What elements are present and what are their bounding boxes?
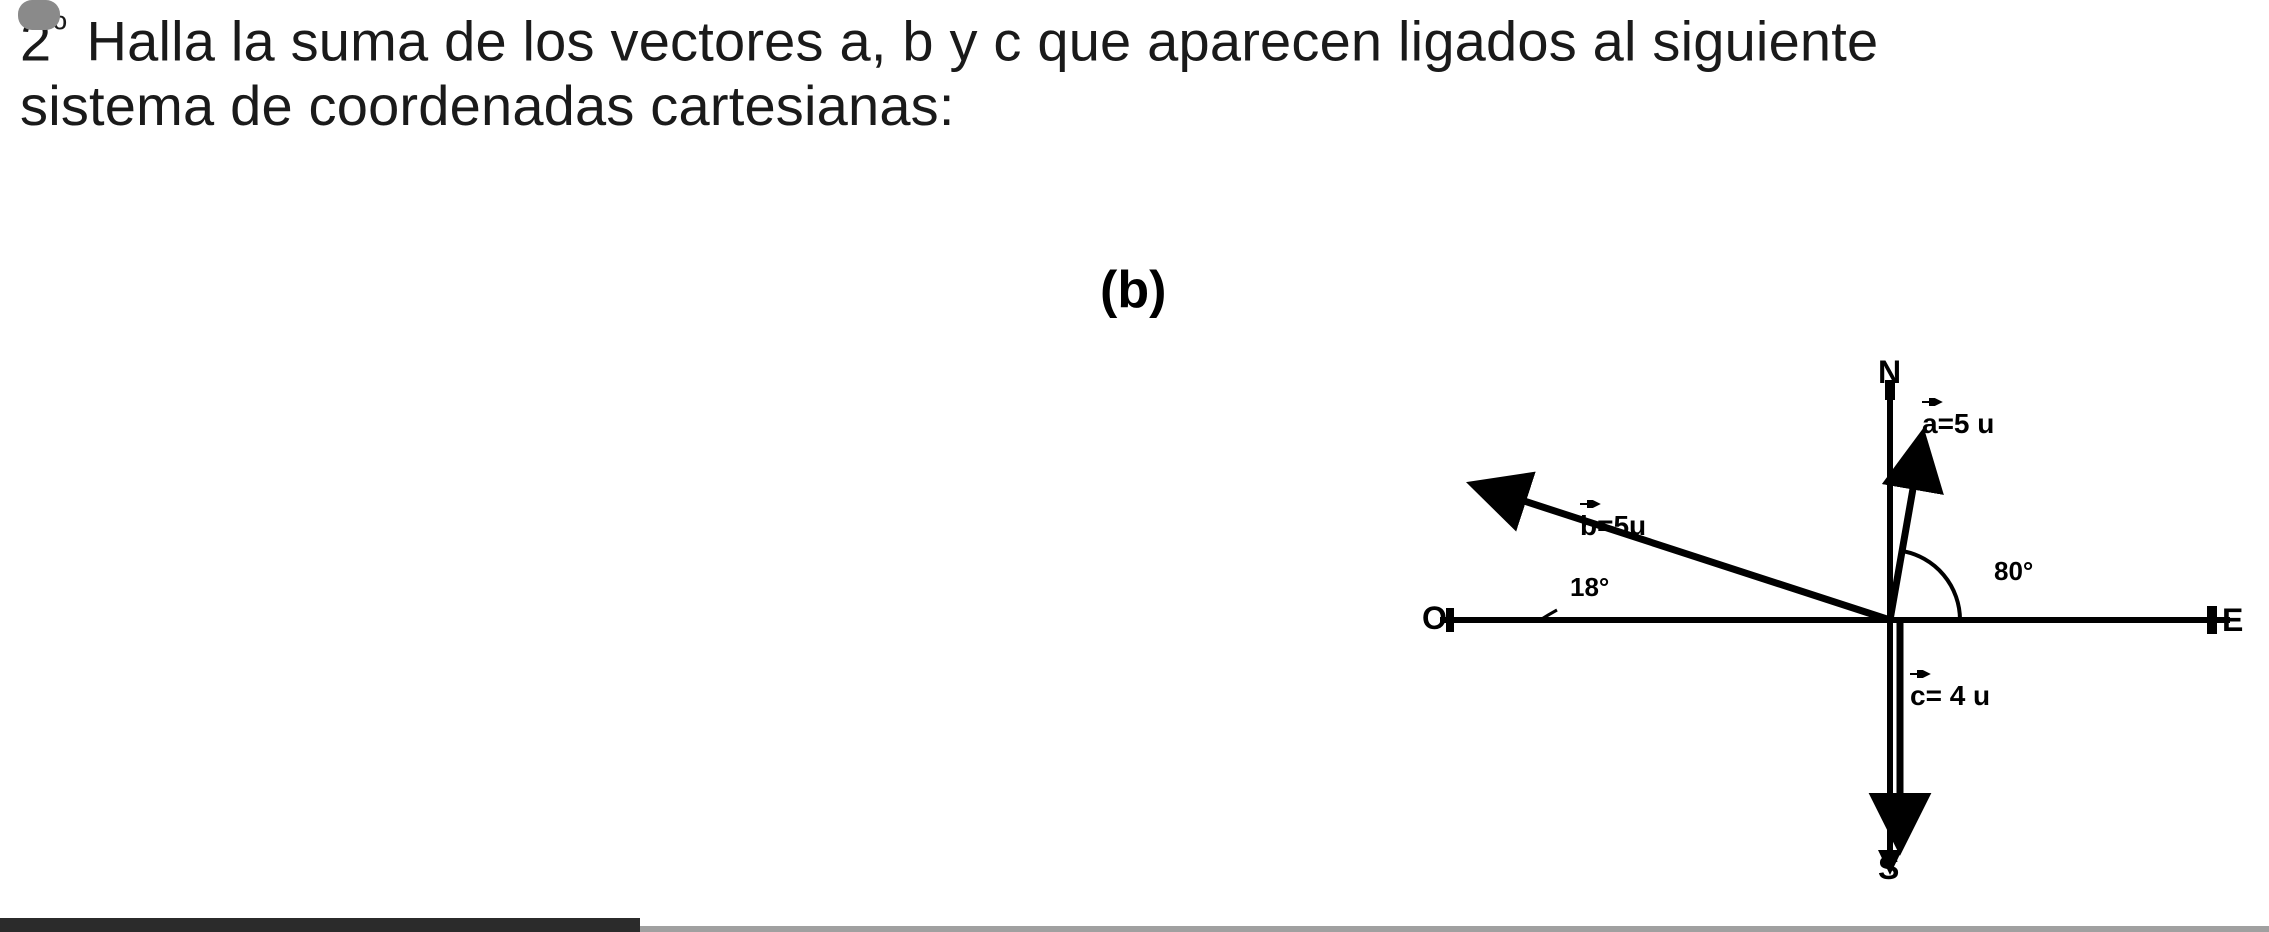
- axis-label-west: O: [1422, 600, 1447, 637]
- vector-b-overline-icon: [1580, 500, 1602, 508]
- vector-c-overline-icon: [1910, 670, 1932, 678]
- axis-label-south: S: [1878, 850, 1899, 887]
- vector-b-label: b=5u: [1580, 510, 1646, 542]
- vector-c-label-text: c= 4 u: [1910, 680, 1990, 711]
- vector-a-label: a=5 u: [1922, 408, 1994, 440]
- bottom-dark-bar: [0, 918, 640, 932]
- vector-b-label-text: b=5u: [1580, 510, 1646, 541]
- axis-label-north: N: [1878, 354, 1901, 391]
- figure-label: (b): [1100, 260, 1166, 320]
- vector-a-label-text: a=5 u: [1922, 408, 1994, 439]
- vector-a: [1890, 443, 1921, 620]
- decorative-pill: [18, 0, 60, 30]
- bottom-gray-bar: [640, 926, 2269, 932]
- angle-label-18: 18°: [1570, 572, 1609, 603]
- problem-line-1: Halla la suma de los vectores a, b y c q…: [86, 10, 1878, 73]
- page-root: 2º Halla la suma de los vectores a, b y …: [0, 0, 2269, 932]
- problem-line-2: sistema de coordenadas cartesianas:: [20, 74, 955, 137]
- axis-label-east: E: [2222, 602, 2243, 639]
- vector-c-label: c= 4 u: [1910, 680, 1990, 712]
- problem-statement: 2º Halla la suma de los vectores a, b y …: [20, 8, 2249, 138]
- angle-label-80: 80°: [1994, 556, 2033, 587]
- vector-a-overline-icon: [1922, 398, 1944, 406]
- diagram-svg: [1330, 360, 2250, 880]
- vector-diagram: N S E O a=5 u b=5u c= 4 u 80° 18°: [1330, 360, 2250, 880]
- angle-arc-80: [1902, 551, 1960, 620]
- vector-b: [1481, 487, 1890, 620]
